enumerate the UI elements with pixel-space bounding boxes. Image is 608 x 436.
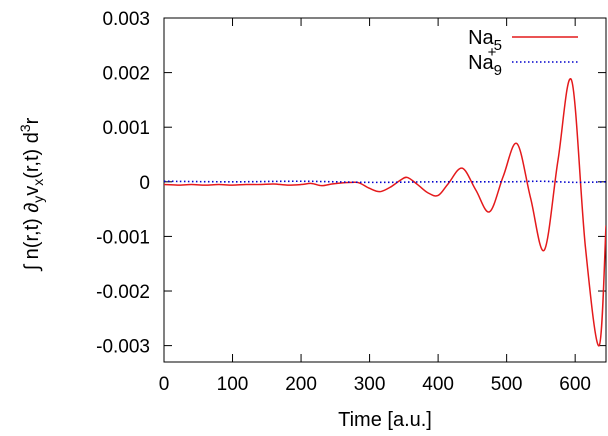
y-tick-label: -0.001 — [96, 227, 150, 248]
plot-border — [163, 17, 607, 363]
y-axis-label-v: v — [21, 186, 43, 196]
svg-text:∫ n(r,t) ∂yvx(r,t) d3r: ∫ n(r,t) ∂yvx(r,t) d3r — [17, 117, 46, 271]
x-tick-label: 600 — [559, 374, 591, 395]
series-line-na5 — [164, 77, 606, 347]
y-axis-label-sub-y: y — [30, 196, 46, 203]
y-axis-label-integral: ∫ n(r,t) ∂ — [21, 203, 43, 272]
series-line-na9-plus — [164, 180, 606, 184]
y-tick-label: 0 — [139, 173, 150, 194]
y-tick-label: 0.003 — [102, 9, 150, 30]
y-axis-label-sup-3: 3 — [17, 124, 33, 132]
y-tick-label: -0.003 — [96, 337, 150, 358]
y-tick-label: -0.002 — [96, 282, 150, 303]
axis-tick-labels: 0 100 200 300 400 500 600 -0.003 -0.002 -0.001 0 0.… — [96, 9, 591, 395]
x-tick-label: 300 — [354, 374, 386, 395]
legend-label-sup: + — [488, 44, 497, 61]
y-tick-label: 0.001 — [102, 118, 150, 139]
legend-label-sub: 5 — [494, 37, 502, 54]
y-tick-label: 0.002 — [102, 64, 150, 85]
data-series — [164, 77, 606, 347]
y-axis-label-sub-x: x — [30, 179, 46, 186]
legend-label: Na5 — [468, 27, 502, 54]
x-tick-label: 0 — [159, 374, 170, 395]
axis-ticks — [163, 17, 606, 362]
x-tick-label: 500 — [491, 374, 523, 395]
legend-label: Na9 — [468, 52, 502, 79]
y-axis-label: ∫ n(r,t) ∂yvx(r,t) d3r — [17, 117, 46, 271]
x-tick-label: 100 — [217, 374, 249, 395]
x-tick-label: 200 — [285, 374, 317, 395]
x-tick-label: 400 — [422, 374, 454, 395]
legend-label-sub: 9 — [494, 62, 502, 79]
legend-label-base: Na — [468, 27, 494, 49]
plot-frame — [163, 17, 607, 363]
x-axis-label: Time [a.u.] — [338, 409, 432, 431]
y-axis-label-rest: (r,t) d — [21, 132, 43, 179]
legend-label-base: Na — [468, 52, 494, 74]
y-axis-label-r: r — [21, 117, 43, 124]
